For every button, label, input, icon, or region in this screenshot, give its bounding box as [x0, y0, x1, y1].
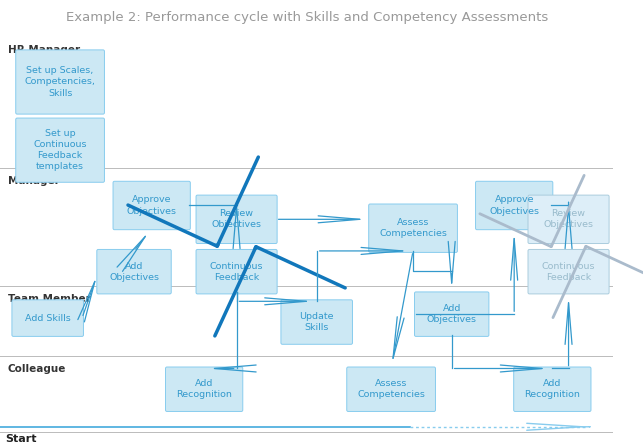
Text: Approve
Objectives: Approve Objectives [489, 195, 539, 215]
FancyBboxPatch shape [196, 250, 277, 294]
Text: HR Manager: HR Manager [8, 45, 80, 56]
Text: Add
Objectives: Add Objectives [427, 304, 476, 324]
FancyBboxPatch shape [514, 367, 591, 412]
FancyBboxPatch shape [196, 195, 277, 243]
FancyBboxPatch shape [15, 118, 104, 182]
Text: Update
Skills: Update Skills [300, 312, 334, 332]
FancyBboxPatch shape [165, 367, 243, 412]
Text: Add
Recognition: Add Recognition [176, 379, 232, 399]
FancyBboxPatch shape [12, 300, 84, 336]
FancyBboxPatch shape [476, 181, 553, 230]
Text: Example 2: Performance cycle with Skills and Competency Assessments: Example 2: Performance cycle with Skills… [66, 11, 548, 24]
Text: Set up
Continuous
Feedback
templates: Set up Continuous Feedback templates [33, 129, 87, 171]
Text: Manager: Manager [8, 176, 59, 186]
Text: Start: Start [5, 434, 36, 444]
Text: Set up Scales,
Competencies,
Skills: Set up Scales, Competencies, Skills [24, 66, 96, 97]
FancyBboxPatch shape [368, 204, 457, 252]
Text: Approve
Objectives: Approve Objectives [127, 195, 177, 215]
Text: Add
Recognition: Add Recognition [525, 379, 580, 399]
Text: Continuous
Feedback: Continuous Feedback [210, 262, 264, 282]
FancyBboxPatch shape [528, 195, 609, 243]
FancyBboxPatch shape [113, 181, 190, 230]
FancyBboxPatch shape [347, 367, 435, 412]
Text: Colleague: Colleague [8, 364, 66, 373]
Text: Add
Objectives: Add Objectives [109, 262, 159, 282]
FancyBboxPatch shape [281, 300, 352, 344]
FancyBboxPatch shape [415, 292, 489, 336]
Text: Review
Objectives: Review Objectives [212, 209, 262, 229]
FancyBboxPatch shape [528, 250, 609, 294]
Text: Assess
Competencies: Assess Competencies [379, 218, 447, 238]
Text: Team Member: Team Member [8, 295, 91, 304]
Text: Add Skills: Add Skills [25, 314, 71, 323]
Text: Review
Objectives: Review Objectives [543, 209, 593, 229]
FancyBboxPatch shape [15, 50, 104, 114]
FancyBboxPatch shape [97, 250, 171, 294]
Text: Continuous
Feedback: Continuous Feedback [542, 262, 595, 282]
Text: Assess
Competencies: Assess Competencies [357, 379, 425, 399]
